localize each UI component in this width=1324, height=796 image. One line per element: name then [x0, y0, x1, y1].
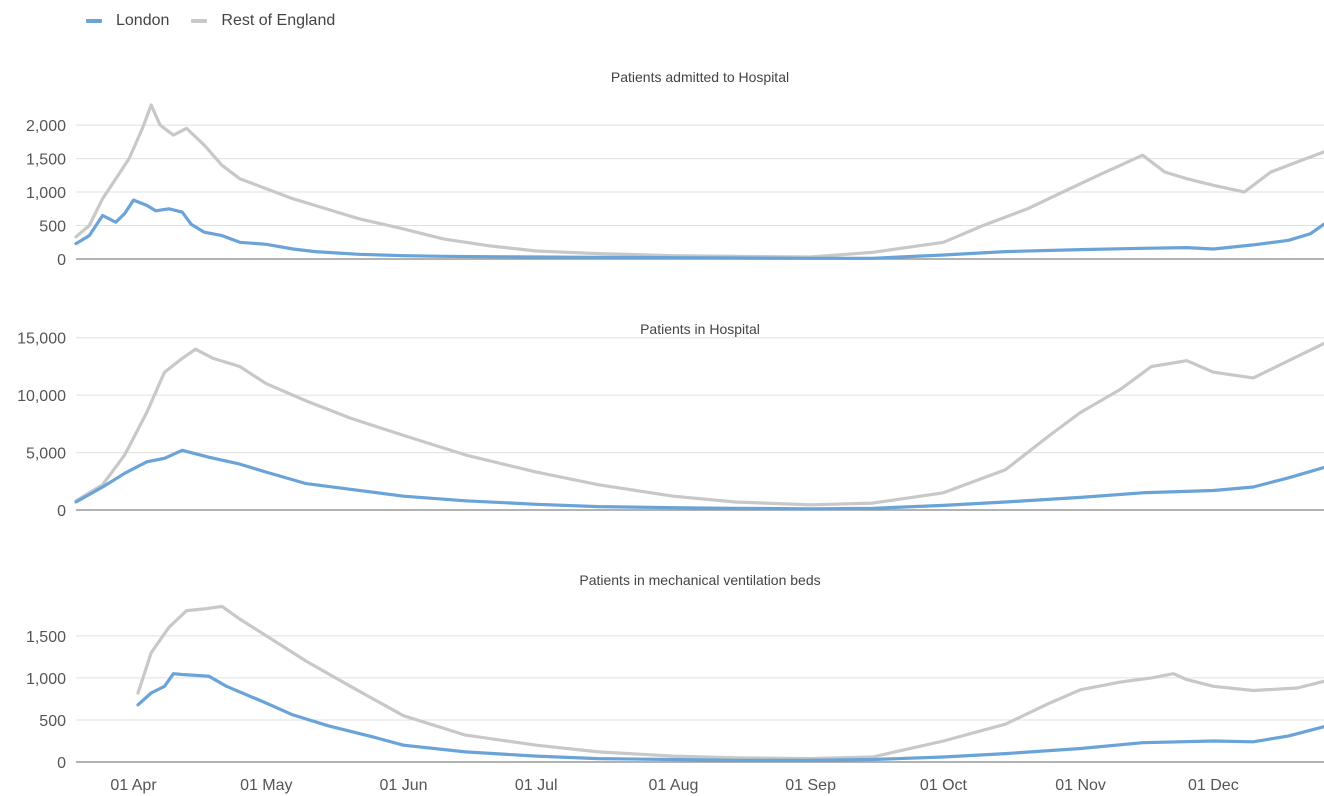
chart-title-panel1: Patients admitted to Hospital: [611, 69, 789, 85]
y-tick-label-panel2: 15,000: [17, 331, 66, 348]
x-tick-label: 01 Nov: [1055, 777, 1106, 794]
y-tick-label-panel1: 1,000: [26, 185, 66, 202]
x-tick-label: 01 Jun: [379, 777, 427, 794]
y-tick-label-panel3: 500: [39, 713, 66, 730]
x-tick-label: 01 Dec: [1188, 777, 1239, 794]
y-tick-label-panel3: 1,000: [26, 671, 66, 688]
series-line-london-panel3: [136, 672, 1324, 762]
x-tick-label: 01 May: [240, 777, 292, 794]
y-tick-label-panel1: 0: [57, 252, 66, 269]
series-line-london-panel2: [74, 448, 1324, 511]
y-tick-label-panel2: 5,000: [26, 446, 66, 463]
series-line-rest-of-england-panel3: [136, 604, 1324, 761]
legend-label-london: London: [116, 12, 170, 29]
y-tick-label-panel3: 1,500: [26, 629, 66, 646]
x-tick-label: 01 Apr: [110, 777, 157, 794]
y-tick-label-panel1: 1,500: [26, 152, 66, 169]
x-tick-label: 01 Jul: [515, 777, 558, 794]
x-tick-label: 01 Oct: [920, 777, 968, 794]
y-tick-label-panel3: 0: [57, 755, 66, 772]
legend-item-london[interactable]: London: [86, 12, 169, 30]
legend-item-rest-of-england[interactable]: Rest of England: [191, 12, 335, 30]
legend-swatch-rest-of-england: [191, 19, 208, 23]
legend: London Rest of England: [86, 6, 357, 36]
chart-title-panel3: Patients in mechanical ventilation beds: [579, 572, 820, 588]
legend-label-rest-of-england: Rest of England: [221, 12, 336, 29]
y-tick-label-panel2: 0: [57, 503, 66, 520]
series-line-london-panel1: [74, 198, 1324, 260]
y-tick-label-panel2: 10,000: [17, 388, 66, 405]
chart-title-panel2: Patients in Hospital: [640, 321, 760, 337]
series-line-rest-of-england-panel2: [74, 341, 1324, 507]
series-line-rest-of-england-panel1: [74, 103, 1324, 259]
y-tick-label-panel1: 2,000: [26, 118, 66, 135]
x-tick-label: 01 Aug: [649, 777, 699, 794]
legend-swatch-london: [86, 19, 102, 23]
x-tick-label: 01 Sep: [785, 777, 836, 794]
y-tick-label-panel1: 500: [39, 219, 66, 236]
